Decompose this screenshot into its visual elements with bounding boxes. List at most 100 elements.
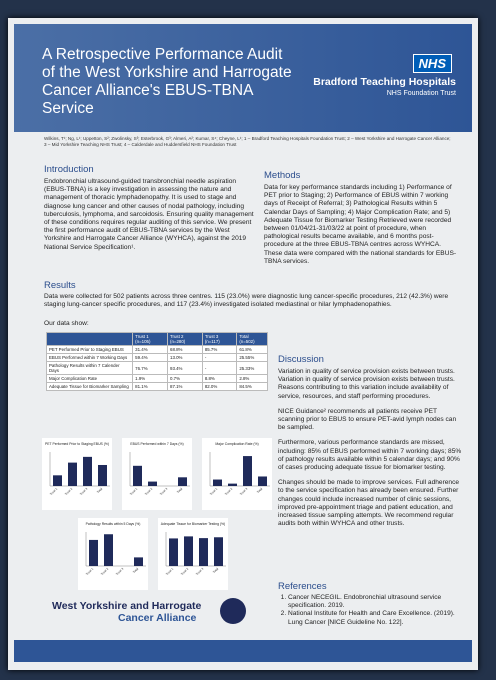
charts: PET Performed Prior to Staging EBUS (%) T… — [42, 438, 272, 590]
x-tick-label: Trust 3 — [239, 487, 249, 497]
section-heading: Methods — [264, 170, 301, 181]
section-heading: Results — [44, 280, 76, 291]
table-header-cell — [45, 332, 134, 346]
section-heading: Discussion — [278, 354, 324, 365]
table-row: PET Performed Prior to Staging EBUS 31.4%… — [45, 345, 268, 354]
paragraph: NICE Guidance² recommends all patients r… — [278, 407, 457, 432]
bar — [68, 462, 77, 486]
x-tick-label: Trust 2 — [64, 487, 74, 497]
table-cell: - — [201, 353, 238, 362]
bar — [213, 479, 222, 486]
chart-frame — [202, 438, 272, 510]
reference: Cancer NECEGIL. Endobronchial ultrasound… — [288, 594, 462, 610]
reference: National Institute for Health and Care E… — [288, 610, 462, 626]
chart-frame — [122, 438, 192, 510]
chart-title: EBUS Performed within 7 Days (%) — [130, 442, 183, 446]
poster: A Retrospective Performance Audit of the… — [8, 18, 478, 670]
table-cell: - — [201, 361, 238, 375]
table-cell: 82.0% — [201, 382, 238, 391]
table-cell: 0.7% — [167, 374, 203, 383]
x-tick-label: Trust 1 — [85, 567, 95, 577]
x-tick-label: Trust 1 — [129, 487, 139, 497]
table-cell: 8.8% — [201, 374, 238, 383]
chart-title: Pathology Results within 5 Days (%) — [86, 522, 141, 526]
x-tick-label: Trust 3 — [195, 567, 205, 577]
reference-list: Cancer NECEGIL. Endobronchial ultrasound… — [278, 594, 462, 627]
x-tick-label: Trust 1 — [209, 487, 219, 497]
bar — [199, 538, 208, 566]
x-tick-label: Total — [212, 567, 220, 575]
table-row: EBUS Performed within 7 Working Days 59.4… — [45, 353, 268, 362]
bar — [228, 483, 237, 486]
table-cell: 85.7% — [201, 345, 238, 354]
table-header-cell: Trust 3 (n=117) — [201, 332, 238, 346]
table-row: Adequate Tissue for Biomarker Sampling 81… — [45, 382, 268, 391]
paragraph: Changes should be made to improve servic… — [278, 479, 460, 528]
bar — [258, 476, 267, 486]
bar — [243, 456, 252, 486]
alliance-logo: West Yorkshire and Harrogate Cancer Allia… — [52, 600, 201, 624]
header-band: A Retrospective Performance Audit of the… — [14, 24, 472, 132]
results-table: Trust 1 (n=105) Trust 2 (n=280) Trust 3 (n… — [45, 332, 268, 391]
section-body: Endobronchial ultrasound-guided transbro… — [44, 178, 254, 251]
section-heading: References — [278, 581, 327, 592]
bar — [98, 464, 107, 486]
x-tick-label: Trust 1 — [49, 487, 59, 497]
table-cell: Adequate Tissue for Biomarker Sampling — [45, 382, 134, 391]
table-cell: 59.4% — [132, 353, 168, 362]
table-cell: 68.8% — [167, 345, 203, 354]
bar — [133, 465, 142, 486]
x-tick-label: Total — [132, 567, 140, 575]
table-cell: 61.8% — [236, 345, 268, 354]
table-header-cell: Trust 1 (n=105) — [132, 332, 168, 346]
bar — [148, 481, 157, 486]
bar — [89, 539, 98, 566]
x-tick-label: Trust 3 — [115, 567, 125, 577]
x-tick-label: Total — [256, 487, 264, 495]
table-cell: 13.0% — [167, 353, 203, 362]
x-tick-label: Total — [176, 487, 184, 495]
table-cell: Pathology Results within 7 Calender Days — [45, 361, 134, 375]
paragraph: Furthermore, various performance standar… — [278, 439, 462, 472]
x-tick-label: Total — [96, 487, 104, 495]
title: A Retrospective Performance Audit of the… — [42, 46, 292, 117]
references-body: Cancer NECEGIL. Endobronchial ultrasound… — [278, 594, 462, 627]
section-body: Data for key performance standards inclu… — [264, 184, 457, 265]
table-cell: EBUS Performed within 7 Working Days — [45, 353, 134, 362]
section-body: Data were collected for 502 patients acr… — [44, 293, 449, 309]
table-header-cell: Total (n=502) — [236, 332, 268, 346]
table-cell: PET Performed Prior to Staging EBUS — [45, 345, 134, 354]
table-cell: 2.8% — [236, 374, 268, 383]
bar — [214, 537, 223, 566]
alliance-name: West Yorkshire and Harrogate — [52, 600, 202, 612]
x-tick-label: Trust 1 — [165, 567, 175, 577]
table-cell: 1.9% — [132, 374, 168, 383]
organization-subtitle: NHS Foundation Trust — [386, 90, 456, 97]
table-cell: 25.33% — [236, 361, 268, 375]
table-row: Major Complication Rate 1.9% 0.7% 8.8% 2.8% — [45, 374, 268, 383]
chart-title: Major Complication Rate (%) — [215, 442, 258, 446]
x-tick-label: Trust 2 — [224, 487, 234, 497]
table-cell: 93.4% — [167, 361, 203, 375]
bar — [184, 536, 193, 566]
x-tick-label: Trust 2 — [144, 487, 154, 497]
results-lead: Our data show: — [44, 320, 89, 327]
x-tick-label: Trust 2 — [100, 567, 110, 577]
alliance-name: Cancer Alliance — [118, 612, 197, 624]
bar — [134, 557, 143, 566]
table-header-row: Trust 1 (n=105) Trust 2 (n=280) Trust 3 (n… — [45, 332, 268, 346]
authors: Wilkins, T¹; Ng, L¹; Uppetton, S²; Zwoli… — [44, 136, 451, 147]
bar — [169, 538, 178, 566]
section-heading: Introduction — [44, 164, 94, 175]
nhs-logo: NHS — [412, 54, 452, 73]
x-tick-label: Trust 3 — [79, 487, 89, 497]
table-cell: 87.1% — [167, 382, 203, 391]
x-tick-label: Trust 2 — [180, 567, 190, 577]
table-cell: 84.5% — [236, 382, 268, 391]
chart-title: Adequate Tissue for Biomarker Testing (%… — [161, 522, 225, 526]
paragraph: Variation in quality of service provisio… — [278, 368, 455, 400]
alliance-mark — [220, 598, 246, 624]
table-row: Pathology Results within 7 Calender Days… — [45, 361, 268, 375]
organization: Bradford Teaching Hospitals — [313, 76, 456, 88]
